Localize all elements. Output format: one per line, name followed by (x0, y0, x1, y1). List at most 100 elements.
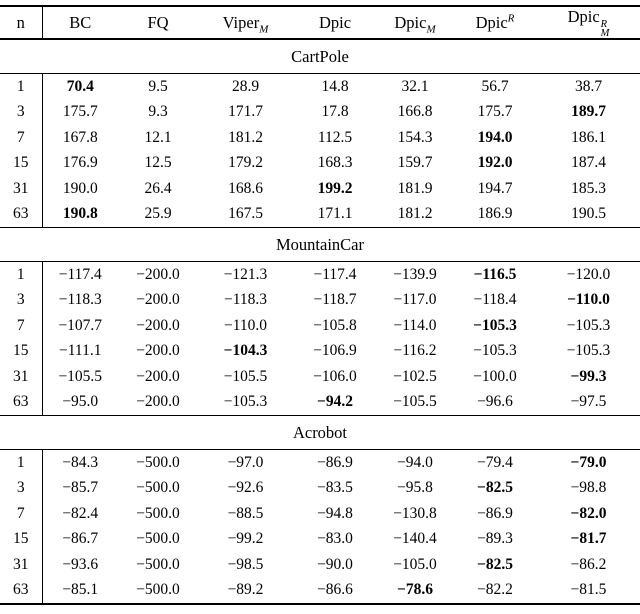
cell-value: 176.9 (62, 154, 98, 172)
cell-value: 154.3 (397, 128, 433, 146)
cell-value: 179.2 (228, 154, 263, 172)
column-superscript: R (507, 12, 515, 24)
cell-value: 112.5 (317, 128, 353, 146)
cell-value: −117.4 (313, 265, 357, 283)
cell-value: −105.0 (393, 555, 437, 573)
cell-value: 168.6 (228, 179, 263, 197)
table-row: 63 −85.1 −500.0 −89.2 −86.6 −78.6 −82.2 −81.5 (0, 577, 640, 604)
cell-value: −86.9 (317, 453, 353, 471)
cell-value: 32.1 (401, 77, 429, 95)
table-row: 15 −111.1 −200.0 −104.3 −106.9 −116.2 −105.3 −1… (0, 338, 640, 364)
cell-value: 189.7 (571, 103, 606, 121)
cell-value: −79.0 (570, 453, 607, 471)
cell-value: −88.5 (227, 504, 264, 522)
cell-value: −105.3 (473, 316, 517, 334)
column-header-fq: FQ (118, 6, 198, 40)
table-row: 1 −117.4 −200.0 −121.3 −117.4 −139.9 −116.5 −12… (0, 261, 640, 288)
cell-value: 14.8 (321, 77, 349, 95)
cell-value: 181.9 (397, 179, 433, 197)
cell-value: −94.2 (317, 393, 353, 411)
cell-value: −85.7 (62, 479, 99, 497)
column-label: Dpic (394, 12, 427, 32)
cell-value: −120.0 (566, 265, 611, 283)
cell-value: −200.0 (136, 265, 180, 283)
cell-value: −116.5 (473, 265, 517, 283)
cell-value: 9.3 (148, 103, 168, 121)
cell-value: −110.0 (223, 316, 268, 334)
cell-value: 12.1 (144, 128, 172, 146)
results-table: n BC FQ ViperM Dpic DpicM DpicR Dpic R M C… (0, 5, 640, 605)
cell-n: 3 (0, 99, 43, 125)
cell-value: −93.6 (62, 555, 99, 573)
cell-value: 17.8 (321, 103, 349, 121)
cell-value: −92.6 (227, 479, 264, 497)
cell-value: 192.0 (477, 154, 513, 172)
table-row: 63 190.8 25.9 167.5 171.1 181.2 186.9 190.5 (0, 201, 640, 228)
section-title: CartPole (0, 38, 640, 74)
section-header-row-cartpole: CartPole (0, 38, 640, 74)
cell-value: −90.0 (317, 555, 353, 573)
cell-value: −130.8 (393, 504, 437, 522)
table-row: 63 −95.0 −200.0 −105.3 −94.2 −105.5 −96.6 −97.5 (0, 389, 640, 416)
cell-value: −98.8 (570, 479, 607, 497)
cell-value: 190.8 (62, 205, 98, 223)
cell-value: −95.8 (397, 479, 433, 497)
column-header-bc: BC (42, 6, 118, 40)
cell-n: 3 (0, 287, 43, 313)
cell-value: −200.0 (136, 342, 180, 360)
cell-value: −86.2 (570, 555, 607, 573)
cell-value: −102.5 (393, 367, 437, 385)
cell-value: −118.3 (223, 291, 268, 309)
column-header-dpic-m: DpicM (377, 6, 453, 40)
cell-n: 7 (0, 313, 43, 339)
cell-value: −82.2 (477, 581, 513, 599)
cell-n: 1 (0, 449, 43, 476)
cell-value: −500.0 (136, 453, 180, 471)
column-subscript: M (600, 28, 610, 39)
cell-value: 159.7 (397, 154, 433, 172)
cell-value: −82.5 (477, 555, 513, 573)
table-row: 7 −82.4 −500.0 −88.5 −94.8 −130.8 −86.9 −82.0 (0, 501, 640, 527)
column-header-dpic: Dpic (293, 6, 377, 40)
cell-value: −500.0 (136, 581, 180, 599)
cell-value: 171.7 (228, 103, 263, 121)
cell-value: −116.2 (393, 342, 437, 360)
cell-value: −105.3 (473, 342, 517, 360)
cell-value: −118.7 (313, 291, 357, 309)
cell-value: 171.1 (317, 205, 353, 223)
column-subscript: M (259, 22, 269, 35)
section-header-row-mountaincar: MountainCar (0, 227, 640, 262)
cell-value: −83.5 (317, 479, 353, 497)
cell-value: −118.4 (473, 291, 517, 309)
column-header-n: n (0, 6, 43, 40)
cell-value: −84.3 (62, 453, 99, 471)
cell-n: 31 (0, 364, 43, 390)
cell-value: −97.5 (570, 393, 607, 411)
cell-value: 28.9 (231, 77, 260, 95)
cell-value: 38.7 (574, 77, 603, 95)
cell-value: −105.5 (223, 367, 268, 385)
cell-value: −200.0 (136, 316, 180, 334)
cell-value: −105.3 (566, 316, 611, 334)
cell-value: 194.7 (477, 179, 513, 197)
cell-value: −110.0 (567, 291, 610, 309)
column-label: Viper (222, 12, 260, 32)
cell-value: −94.8 (317, 504, 353, 522)
cell-value: −500.0 (136, 530, 180, 548)
cell-value: −106.9 (313, 342, 357, 360)
cell-n: 7 (0, 501, 43, 527)
cell-n: 63 (0, 389, 43, 416)
table-row: 3 −85.7 −500.0 −92.6 −83.5 −95.8 −82.5 −98.8 (0, 475, 640, 501)
cell-n: 3 (0, 475, 43, 501)
cell-value: −82.0 (570, 504, 607, 522)
cell-value: 181.2 (228, 128, 263, 146)
table-header: n BC FQ ViperM Dpic DpicM DpicR Dpic R M (0, 6, 640, 40)
cell-value: −79.4 (477, 453, 513, 471)
cell-value: −118.3 (58, 291, 102, 309)
cell-value: −117.0 (393, 291, 437, 309)
cell-value: 25.9 (144, 205, 172, 223)
cell-value: 186.1 (571, 128, 606, 146)
